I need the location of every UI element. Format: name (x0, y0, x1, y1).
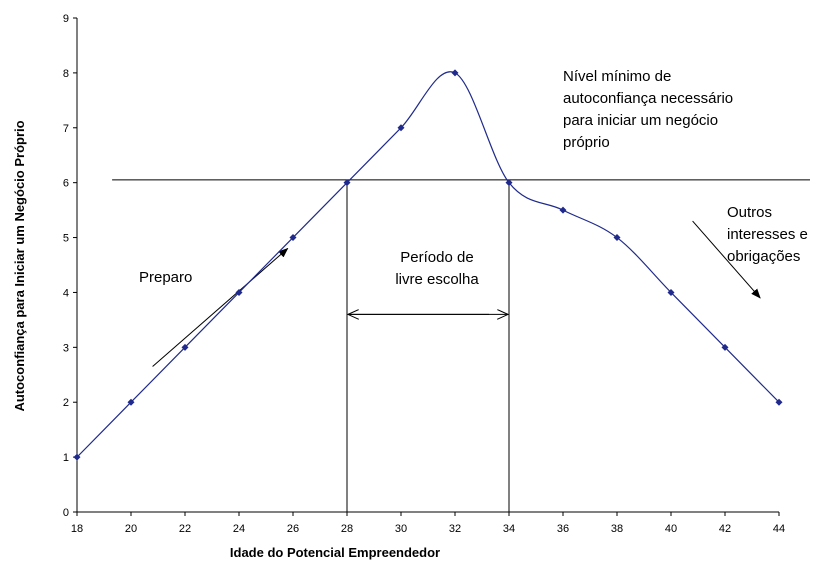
data-point (775, 398, 783, 406)
period-label: Período de livre escolha (395, 249, 479, 288)
period-label-line: Período de (400, 249, 473, 266)
x-tick-label: 30 (395, 523, 407, 535)
data-point (667, 288, 675, 296)
data-point (181, 343, 189, 351)
threshold-label-line: para iniciar um negócio (563, 112, 718, 129)
y-tick-label: 1 (63, 452, 69, 464)
x-tick-label: 44 (773, 523, 785, 535)
x-tick-label: 32 (449, 523, 461, 535)
series-line (76, 71, 780, 458)
outros-label-line: obrigações (727, 248, 800, 265)
x-tick-label: 18 (71, 523, 83, 535)
data-point (127, 398, 135, 406)
x-tick-label: 40 (665, 523, 677, 535)
y-tick-label: 0 (63, 507, 69, 519)
data-point (235, 288, 243, 296)
data-point (559, 206, 567, 214)
x-tick-label: 28 (341, 523, 353, 535)
y-tick-label: 7 (63, 123, 69, 135)
data-point (289, 234, 297, 242)
y-axis-title: Autoconfiança para Iniciar um Negócio Pr… (12, 120, 27, 411)
data-point (343, 179, 351, 187)
data-point (613, 234, 621, 242)
outros-label-line: interesses e (727, 226, 808, 243)
y-tick-label: 6 (63, 178, 69, 190)
annotations: Nível mínimo de autoconfiança necessário p… (139, 68, 808, 288)
y-tick-label: 4 (63, 287, 69, 299)
x-tick-label: 42 (719, 523, 731, 535)
data-point (397, 124, 405, 132)
outros-arrow (692, 220, 761, 299)
data-point (73, 453, 81, 461)
outros-label-line: Outros (727, 204, 772, 221)
threshold-label: Nível mínimo de autoconfiança necessário p… (563, 68, 733, 151)
x-tick-label: 36 (557, 523, 569, 535)
y-tick-label: 5 (63, 233, 69, 245)
data-series (73, 69, 783, 461)
y-tick-label: 3 (63, 342, 69, 354)
x-axis-title: Idade do Potencial Empreendedor (230, 545, 440, 560)
x-tick-label: 22 (179, 523, 191, 535)
threshold-label-line: autoconfiança necessário (563, 90, 733, 107)
x-tick-label: 26 (287, 523, 299, 535)
data-point (505, 179, 513, 187)
preparo-label: Preparo (139, 269, 192, 286)
preparo-arrow (152, 247, 289, 367)
data-point (451, 69, 459, 77)
y-tick-label: 2 (63, 397, 69, 409)
y-tick-label: 9 (63, 13, 69, 25)
x-tick-label: 34 (503, 523, 515, 535)
threshold-label-line: Nível mínimo de (563, 68, 671, 85)
outros-label: Outros interesses e obrigações (727, 204, 808, 265)
y-tick-label: 8 (63, 68, 69, 80)
threshold-label-line: próprio (563, 134, 610, 151)
period-label-line: livre escolha (395, 271, 479, 288)
x-tick-label: 38 (611, 523, 623, 535)
data-point (721, 343, 729, 351)
guide-lines (112, 179, 810, 512)
x-tick-label: 24 (233, 523, 245, 535)
x-tick-label: 20 (125, 523, 137, 535)
